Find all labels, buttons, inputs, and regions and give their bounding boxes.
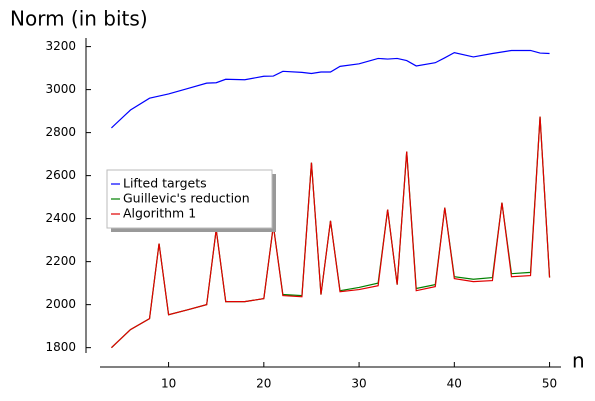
legend-label: Lifted targets bbox=[123, 176, 207, 191]
y-tick-label: 2800 bbox=[45, 125, 76, 139]
x-axis-label: n bbox=[572, 349, 585, 373]
y-tick-label: 2600 bbox=[45, 168, 76, 182]
series-line bbox=[111, 116, 551, 349]
y-tick-label: 2000 bbox=[45, 297, 76, 311]
y-tick-label: 3000 bbox=[45, 82, 76, 96]
y-tick-label: 1800 bbox=[45, 340, 76, 354]
legend-label: Algorithm 1 bbox=[123, 206, 196, 221]
y-tick-label: 2400 bbox=[45, 211, 76, 225]
x-tick-label: 10 bbox=[161, 377, 176, 391]
y-tick-label: 3200 bbox=[45, 39, 76, 53]
x-tick-label: 40 bbox=[447, 377, 462, 391]
x-tick-label: 20 bbox=[256, 377, 271, 391]
legend-label: Guillevic's reduction bbox=[123, 191, 250, 206]
y-tick-label: 2200 bbox=[45, 254, 76, 268]
y-axis-label: Norm (in bits) bbox=[10, 7, 148, 31]
x-tick-label: 50 bbox=[542, 377, 557, 391]
series-line bbox=[111, 49, 550, 129]
x-tick-label: 30 bbox=[351, 377, 366, 391]
legend bbox=[106, 169, 273, 229]
